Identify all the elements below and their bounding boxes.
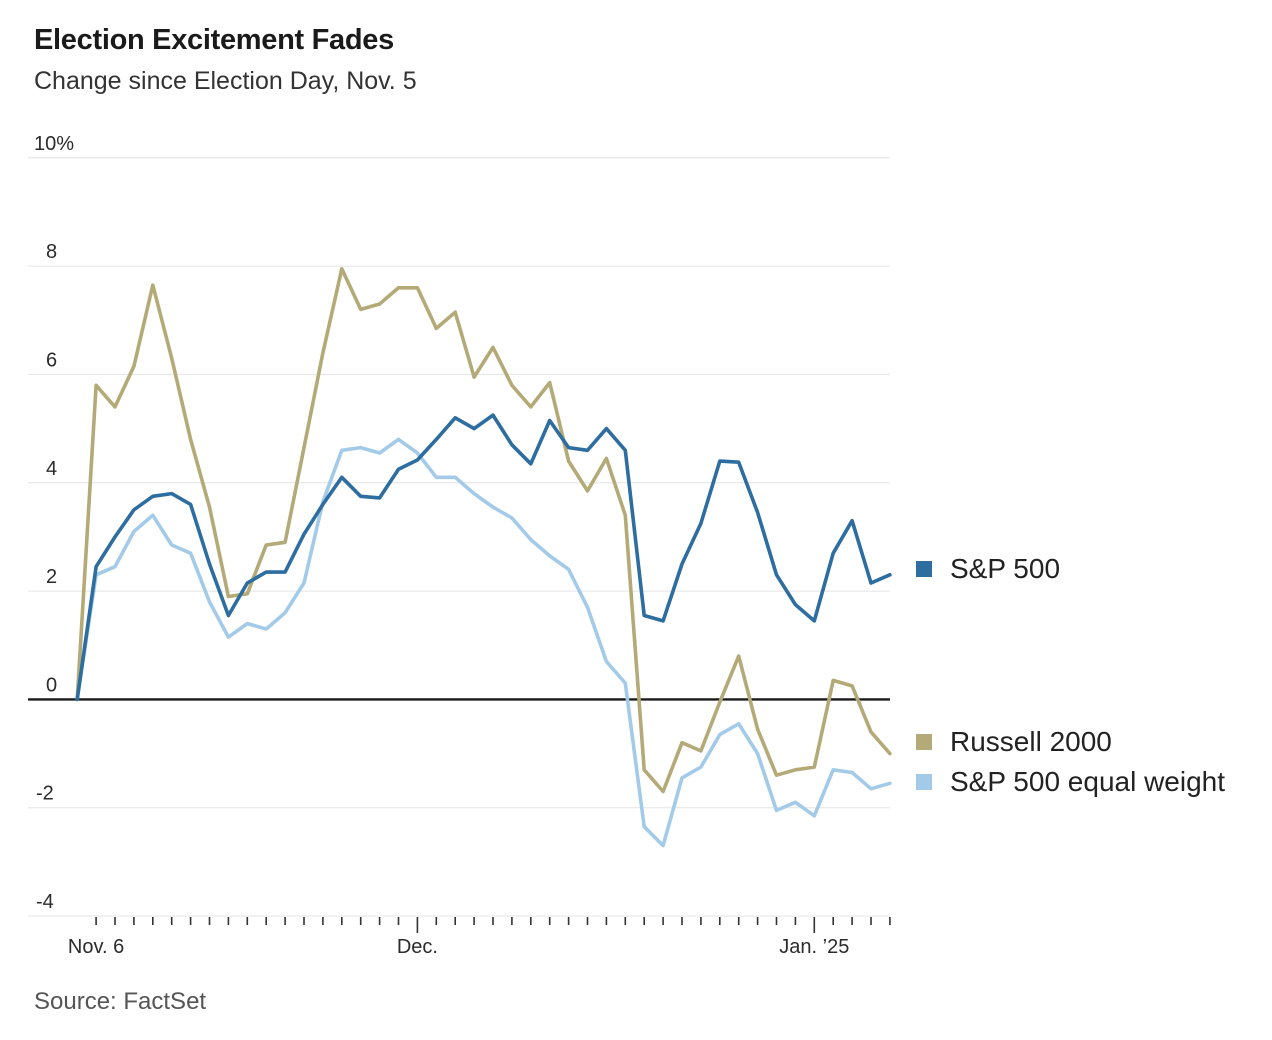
svg-text:Nov. 6: Nov. 6 [68,936,124,958]
series-equalweight [75,437,892,848]
x-axis-labels: Nov. 6 Dec. Jan. ’25 [68,936,849,958]
svg-text:4: 4 [46,458,57,480]
y-gridlines [28,157,890,917]
source-note: Source: FactSet [34,988,207,1015]
svg-text:2: 2 [46,566,57,588]
svg-text:-2: -2 [36,783,54,805]
svg-text:6: 6 [46,349,57,371]
chart-title: Election Excitement Fades [34,24,394,56]
svg-text:Dec.: Dec. [397,936,438,958]
chart-subtitle: Change since Election Day, Nov. 5 [34,67,417,95]
y-axis-labels: 10% 8 6 4 2 0 -2 -4 [34,133,74,913]
svg-text:Jan. ’25: Jan. ’25 [779,936,849,958]
svg-text:-4: -4 [36,891,54,913]
series-sp500 [75,413,892,702]
svg-text:8: 8 [46,241,57,263]
svg-text:0: 0 [46,674,57,696]
x-axis-ticks [95,917,891,933]
svg-text:10%: 10% [34,133,74,155]
series-russell2000 [75,266,892,794]
